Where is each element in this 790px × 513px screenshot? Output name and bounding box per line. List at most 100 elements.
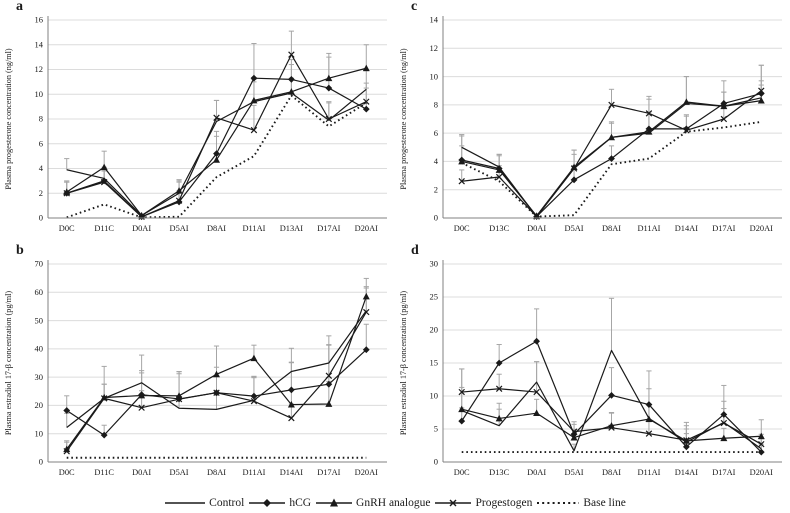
- panel-grid: a 0 2 4 6 8 10 12 14 16 D0C D11C D0AI D5AI D8AI D11AI D…: [0, 0, 790, 488]
- svg-text:D8AI: D8AI: [602, 224, 621, 233]
- svg-text:0: 0: [39, 457, 43, 467]
- svg-text:Plasma progesterone concentrat: Plasma progesterone concentration (ng/ml…: [399, 48, 408, 189]
- svg-text:D11AI: D11AI: [637, 224, 660, 233]
- svg-text:D14AI: D14AI: [675, 468, 698, 477]
- svg-text:D13C: D13C: [489, 224, 509, 233]
- legend-label: Control: [209, 497, 245, 509]
- svg-text:D20AI: D20AI: [750, 468, 773, 477]
- legend-item-progestogen: Progestogen: [434, 497, 532, 509]
- svg-text:D0AI: D0AI: [132, 468, 151, 477]
- svg-text:D0AI: D0AI: [527, 468, 546, 477]
- svg-text:50: 50: [35, 315, 44, 325]
- svg-text:14: 14: [430, 15, 439, 25]
- svg-text:60: 60: [35, 287, 44, 297]
- svg-text:25: 25: [430, 292, 439, 302]
- svg-text:D8AI: D8AI: [602, 468, 621, 477]
- svg-text:D13AI: D13AI: [280, 224, 303, 233]
- svg-text:D0AI: D0AI: [527, 224, 546, 233]
- legend-item-control: Control: [164, 497, 244, 509]
- chart-panel-b: b 0 10 20 30 40 50 60 70 D0C D11C D0AI D5AI D8AI D11A…: [0, 244, 395, 488]
- legend-item-gnrh-analogue: GnRH analogue: [315, 497, 430, 509]
- svg-text:6: 6: [39, 138, 43, 148]
- legend-label: Base line: [583, 497, 626, 509]
- svg-text:10: 10: [430, 391, 439, 401]
- svg-text:10: 10: [35, 89, 44, 99]
- legend-dotted-line-icon: [537, 502, 580, 504]
- svg-text:20: 20: [35, 400, 44, 410]
- svg-text:D17AI: D17AI: [712, 468, 735, 477]
- chart-b-plot: 0 10 20 30 40 50 60 70 D0C D11C D0AI D5AI D8AI D11AI D…: [4, 259, 387, 477]
- svg-text:5: 5: [434, 424, 438, 434]
- svg-text:12: 12: [430, 43, 439, 53]
- svg-text:D14AI: D14AI: [280, 468, 303, 477]
- chart-panel-d: d 0 5 10 15 20 25 30 D0C D13C D0AI D5AI D8AI D11AI D1…: [395, 244, 790, 488]
- svg-text:D17AI: D17AI: [317, 468, 340, 477]
- panel-label-b: b: [16, 243, 24, 258]
- svg-text:4: 4: [39, 163, 44, 173]
- svg-text:D20AI: D20AI: [355, 224, 378, 233]
- legend-label: Progestogen: [475, 497, 533, 509]
- chart-c-plot: 0 2 4 6 8 10 12 14 D0C D13C D0AI D5AI D8AI D11AI D14AI…: [399, 15, 782, 233]
- svg-text:2: 2: [434, 184, 438, 194]
- svg-text:D0C: D0C: [59, 468, 75, 477]
- svg-text:2: 2: [39, 188, 43, 198]
- svg-text:D11AI: D11AI: [637, 468, 660, 477]
- svg-text:D11C: D11C: [94, 468, 114, 477]
- svg-text:16: 16: [35, 15, 44, 25]
- svg-text:D11AI: D11AI: [242, 224, 265, 233]
- svg-text:30: 30: [430, 259, 439, 269]
- panel-label-c: c: [411, 0, 418, 14]
- chart-a-plot: 0 2 4 6 8 10 12 14 16 D0C D11C D0AI D5AI D8AI D11AI D13…: [4, 15, 387, 233]
- svg-text:6: 6: [434, 128, 438, 138]
- legend-item-hcg: hCG: [248, 497, 311, 509]
- svg-text:30: 30: [35, 372, 44, 382]
- legend-label: hCG: [289, 497, 312, 509]
- chart-d-plot: 0 5 10 15 20 25 30 D0C D13C D0AI D5AI D8AI D11AI D14A…: [399, 259, 782, 477]
- chart-panel-c: c 0 2 4 6 8 10 12 14 D0C D13C D0AI D5AI D8AI D11AI D14…: [395, 0, 790, 244]
- svg-text:Plasma estradiol 17-β concent: Plasma estradiol 17-β concentration (pg/…: [399, 291, 408, 435]
- svg-text:D5AI: D5AI: [565, 468, 584, 477]
- svg-text:D14AI: D14AI: [675, 224, 698, 233]
- svg-text:D17AI: D17AI: [317, 224, 340, 233]
- legend-triangle-marker-icon: [316, 498, 353, 507]
- svg-text:D0C: D0C: [454, 224, 470, 233]
- svg-text:0: 0: [39, 213, 43, 223]
- svg-text:D5AI: D5AI: [565, 224, 584, 233]
- svg-text:D11C: D11C: [94, 224, 114, 233]
- svg-text:D11AI: D11AI: [242, 468, 265, 477]
- svg-text:14: 14: [35, 39, 44, 49]
- panel-label-d: d: [411, 243, 419, 258]
- svg-text:40: 40: [35, 344, 44, 354]
- svg-text:D0C: D0C: [454, 468, 470, 477]
- svg-text:D0AI: D0AI: [132, 224, 151, 233]
- svg-text:15: 15: [430, 358, 439, 368]
- legend-x-marker-icon: [435, 499, 472, 507]
- svg-text:D0C: D0C: [59, 224, 75, 233]
- svg-text:20: 20: [430, 325, 439, 335]
- svg-text:8: 8: [434, 100, 438, 110]
- svg-text:10: 10: [430, 71, 439, 81]
- svg-text:4: 4: [434, 156, 439, 166]
- svg-text:D20AI: D20AI: [355, 468, 378, 477]
- svg-text:0: 0: [434, 213, 438, 223]
- svg-text:D13C: D13C: [489, 468, 509, 477]
- legend-diamond-marker-icon: [249, 499, 286, 507]
- svg-text:0: 0: [434, 457, 438, 467]
- svg-text:D20AI: D20AI: [750, 224, 773, 233]
- svg-text:D8AI: D8AI: [207, 224, 226, 233]
- chart-legend: Control hCG GnRH analogue Progestogen Ba…: [0, 497, 790, 509]
- svg-text:8: 8: [39, 114, 43, 124]
- svg-text:12: 12: [35, 64, 44, 74]
- svg-text:D17AI: D17AI: [712, 224, 735, 233]
- legend-line-solid-icon: [165, 502, 206, 504]
- svg-text:70: 70: [35, 259, 44, 269]
- svg-text:D5AI: D5AI: [170, 468, 189, 477]
- svg-text:10: 10: [35, 428, 44, 438]
- legend-item-base-line: Base line: [536, 497, 626, 509]
- legend-label: GnRH analogue: [356, 497, 431, 509]
- svg-text:D8AI: D8AI: [207, 468, 226, 477]
- svg-text:D5AI: D5AI: [170, 224, 189, 233]
- chart-panel-a: a 0 2 4 6 8 10 12 14 16 D0C D11C D0AI D5AI D8AI D11AI D…: [0, 0, 395, 244]
- svg-text:Plasma estradiol 17-β concent: Plasma estradiol 17-β concentration (pg/…: [4, 291, 13, 435]
